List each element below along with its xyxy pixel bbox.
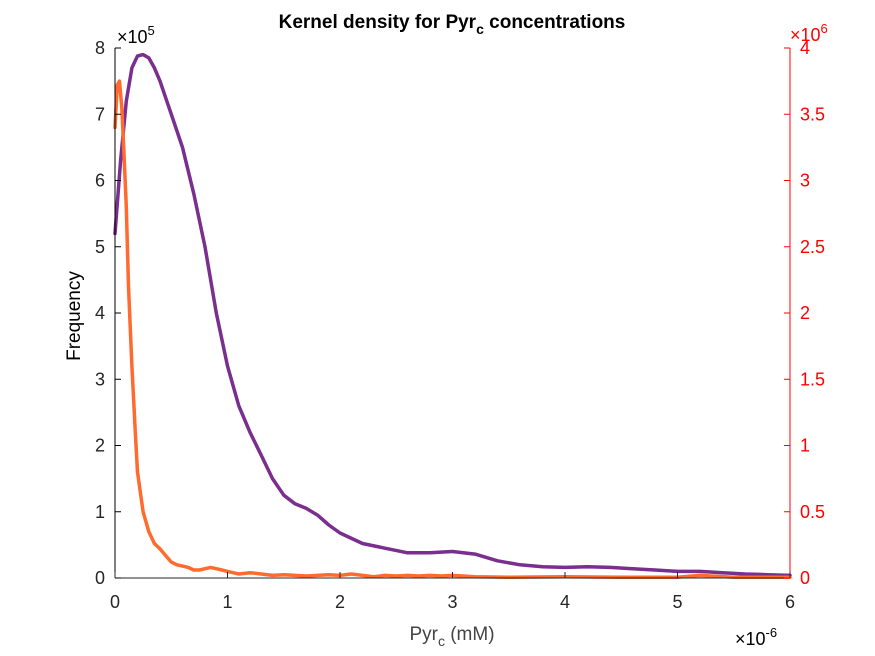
y-right-tick-label: 2.5 bbox=[800, 237, 825, 257]
x-tick-label: 6 bbox=[785, 592, 795, 612]
x-multiplier: ×10-6 bbox=[735, 625, 777, 649]
series-line-left-axis bbox=[113, 52, 792, 578]
chart-title: Kernel density for Pyrc concentrations bbox=[279, 12, 626, 37]
x-tick-label: 5 bbox=[672, 592, 682, 612]
series-line-right-axis bbox=[113, 79, 792, 580]
y-right-tick-label: 0 bbox=[800, 568, 810, 588]
x-tick-label: 1 bbox=[222, 592, 232, 612]
y-left-tick-label: 3 bbox=[95, 369, 105, 389]
y-right-multiplier: ×106 bbox=[790, 21, 828, 45]
y-right-tick-label: 0.5 bbox=[800, 502, 825, 522]
y-right-tick-label: 1.5 bbox=[800, 369, 825, 389]
y-left-tick-label: 8 bbox=[95, 38, 105, 58]
x-tick-label: 0 bbox=[110, 592, 120, 612]
x-tick-label: 2 bbox=[335, 592, 345, 612]
y-axis-label: Frequency bbox=[64, 271, 85, 361]
y-right-tick-label: 2 bbox=[800, 303, 810, 323]
y-left-multiplier: ×105 bbox=[117, 23, 155, 47]
y-left-tick-label: 2 bbox=[95, 436, 105, 456]
y-left-tick-label: 0 bbox=[95, 568, 105, 588]
x-axis-label: Pyrc (mM) bbox=[409, 624, 494, 649]
y-left-tick-label: 5 bbox=[95, 237, 105, 257]
x-tick-label: 3 bbox=[447, 592, 457, 612]
y-right-tick-label: 4 bbox=[800, 38, 810, 58]
y-right-tick-label: 3 bbox=[800, 171, 810, 191]
x-tick-label: 4 bbox=[560, 592, 570, 612]
y-right-tick-label: 3.5 bbox=[800, 104, 825, 124]
y-left-tick-label: 7 bbox=[95, 104, 105, 124]
y-left-tick-label: 1 bbox=[95, 502, 105, 522]
y-left-tick-label: 6 bbox=[95, 171, 105, 191]
y-right-tick-label: 1 bbox=[800, 436, 810, 456]
series-layer bbox=[113, 52, 792, 580]
y-left-tick-label: 4 bbox=[95, 303, 105, 323]
